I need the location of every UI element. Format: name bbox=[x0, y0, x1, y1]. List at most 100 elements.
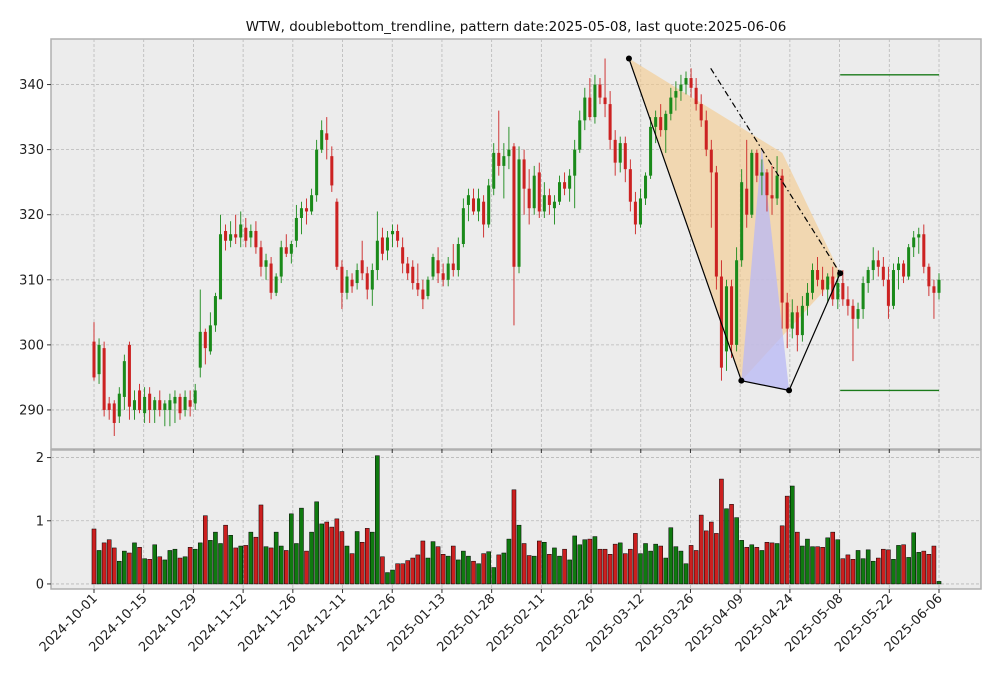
candle-body bbox=[254, 230, 258, 248]
candle-body bbox=[289, 244, 293, 254]
candle-body bbox=[851, 305, 855, 319]
candle-body bbox=[183, 396, 187, 410]
volume-bar bbox=[380, 556, 385, 585]
candle-body bbox=[168, 400, 172, 410]
volume-bar bbox=[724, 508, 729, 585]
candle-body bbox=[396, 230, 400, 241]
candle-body bbox=[401, 247, 405, 264]
candle-body bbox=[365, 273, 369, 290]
candle-body bbox=[107, 403, 111, 410]
candle-body bbox=[790, 312, 794, 329]
candle-body bbox=[780, 175, 784, 303]
price-tick-label: 330 bbox=[19, 143, 44, 158]
candle-body bbox=[568, 175, 572, 189]
volume-bar bbox=[870, 560, 876, 585]
candle-body bbox=[537, 172, 541, 212]
volume-bar bbox=[784, 495, 790, 585]
candle-body bbox=[492, 152, 496, 189]
volume-bar bbox=[850, 559, 856, 585]
volume-bar bbox=[278, 545, 284, 585]
volume-bar bbox=[152, 544, 157, 585]
candle-body bbox=[573, 149, 577, 176]
candle-body bbox=[482, 201, 486, 225]
candle-body bbox=[502, 156, 506, 166]
price-tick-label: 320 bbox=[19, 208, 44, 223]
candle-body bbox=[704, 120, 708, 150]
candle-body bbox=[138, 390, 142, 410]
volume-bar bbox=[127, 552, 132, 585]
candle-body bbox=[891, 270, 895, 306]
candle-body bbox=[416, 283, 420, 290]
candle-body bbox=[902, 263, 906, 277]
candle-body bbox=[836, 283, 840, 300]
volume-bar bbox=[774, 543, 780, 585]
volume-bar bbox=[921, 550, 927, 585]
volume-bar bbox=[906, 557, 911, 585]
volume-bar bbox=[390, 569, 395, 585]
candle-body bbox=[426, 279, 430, 297]
volume-bar bbox=[860, 558, 866, 585]
volume-bar bbox=[815, 546, 820, 585]
volume-bar bbox=[430, 541, 436, 585]
candle-body bbox=[740, 182, 744, 261]
volume-bar bbox=[450, 545, 456, 585]
candle-body bbox=[927, 266, 931, 287]
volume-bar bbox=[506, 538, 512, 585]
volume-bar bbox=[263, 546, 269, 585]
candle-body bbox=[517, 159, 521, 267]
volume-bar bbox=[187, 547, 193, 585]
candle-body bbox=[881, 266, 885, 280]
volume-bar bbox=[425, 557, 431, 585]
volume-bar bbox=[111, 547, 117, 585]
candlesticks bbox=[92, 58, 941, 436]
volume-bar bbox=[177, 557, 183, 585]
candle-body bbox=[831, 276, 835, 300]
candle-body bbox=[213, 296, 217, 326]
volume-tick-label: 1 bbox=[36, 514, 44, 529]
candle-body bbox=[649, 126, 653, 176]
candle-body bbox=[269, 263, 273, 293]
candle-body bbox=[810, 270, 815, 293]
volume-bar bbox=[309, 531, 314, 585]
candle-body bbox=[451, 263, 455, 271]
candle-body bbox=[355, 270, 359, 284]
candle-body bbox=[613, 139, 617, 163]
candle-body bbox=[325, 133, 329, 140]
volume-bar bbox=[359, 541, 365, 585]
candle-body bbox=[385, 237, 389, 251]
candle-body bbox=[750, 152, 754, 215]
candle-body bbox=[841, 283, 845, 300]
candle-body bbox=[800, 305, 804, 336]
volume-bar bbox=[572, 535, 577, 585]
volume-bar bbox=[830, 531, 836, 585]
volume-bar bbox=[542, 541, 547, 585]
candle-body bbox=[335, 201, 339, 267]
volume-tick-label: 2 bbox=[36, 451, 44, 466]
candle-body bbox=[158, 400, 162, 410]
price-tick-label: 340 bbox=[19, 78, 44, 93]
candle-body bbox=[785, 302, 789, 329]
candle-body bbox=[143, 396, 147, 414]
volume-bar bbox=[739, 540, 744, 585]
volume-bar bbox=[714, 533, 719, 585]
candle-body bbox=[805, 292, 809, 306]
volume-bar bbox=[789, 485, 795, 585]
candle-body bbox=[684, 78, 688, 85]
candle-body bbox=[886, 279, 890, 306]
candle-body bbox=[532, 175, 536, 209]
candle-body bbox=[745, 188, 749, 215]
volume-bar bbox=[668, 527, 674, 585]
candle-body bbox=[441, 273, 445, 280]
candle-body bbox=[846, 299, 850, 306]
candle-body bbox=[861, 283, 865, 310]
price-tick-label: 290 bbox=[19, 403, 44, 418]
candle-body bbox=[224, 230, 228, 241]
candle-body bbox=[208, 325, 212, 352]
candle-body bbox=[112, 403, 116, 423]
volume-bar bbox=[91, 528, 97, 585]
chart-title: WTW, doublebottom_trendline, pattern dat… bbox=[246, 19, 787, 35]
volume-bar bbox=[633, 533, 638, 585]
volume-bar bbox=[845, 554, 851, 585]
volume-bar bbox=[218, 543, 223, 585]
volume-bar bbox=[769, 542, 775, 585]
